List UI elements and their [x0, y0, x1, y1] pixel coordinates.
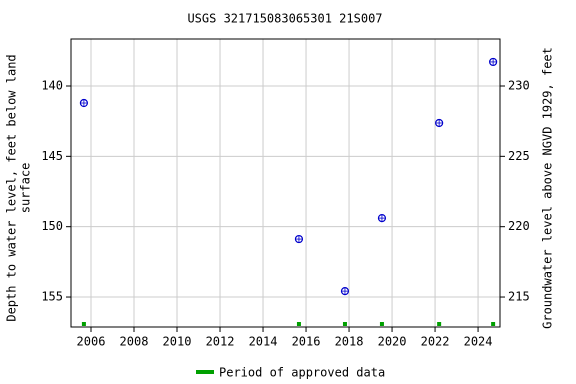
y-tick-label: 145 [41, 149, 63, 163]
x-tick-label: 2010 [163, 335, 192, 349]
x-tick-label: 2006 [77, 335, 106, 349]
y2-axis-label: Groundwater level above NGVD 1929, feet [541, 47, 555, 329]
y-axis-label: surface [19, 163, 33, 214]
legend-label: Period of approved data [219, 366, 385, 380]
approved-marker [491, 322, 496, 326]
x-tick-label: 2012 [206, 335, 235, 349]
x-tick-label: 2022 [421, 335, 450, 349]
y-tick-label: 150 [41, 219, 63, 233]
x-tick-label: 2024 [464, 335, 493, 349]
plot-frame [70, 38, 501, 328]
y-axis-label: Depth to water level, feet below land [5, 54, 19, 321]
approved-marker [296, 322, 301, 326]
x-tick-label: 2018 [335, 335, 364, 349]
x-tick-label: 2020 [378, 335, 407, 349]
y2-tick-label: 230 [508, 78, 530, 92]
x-tick-label: 2008 [120, 335, 149, 349]
approved-marker [379, 322, 384, 326]
x-tick-label: 2016 [292, 335, 321, 349]
y2-tick-label: 220 [508, 219, 530, 233]
approved-marker [81, 322, 86, 326]
approved-marker [342, 322, 347, 326]
y-tick-label: 140 [41, 78, 63, 92]
y2-tick-label: 225 [508, 149, 530, 163]
y2-tick-label: 215 [508, 290, 530, 304]
chart-title: USGS 321715083065301 21S007 [187, 12, 382, 26]
x-tick-label: 2014 [249, 335, 278, 349]
approved-marker [437, 322, 442, 326]
y-tick-label: 155 [41, 290, 63, 304]
